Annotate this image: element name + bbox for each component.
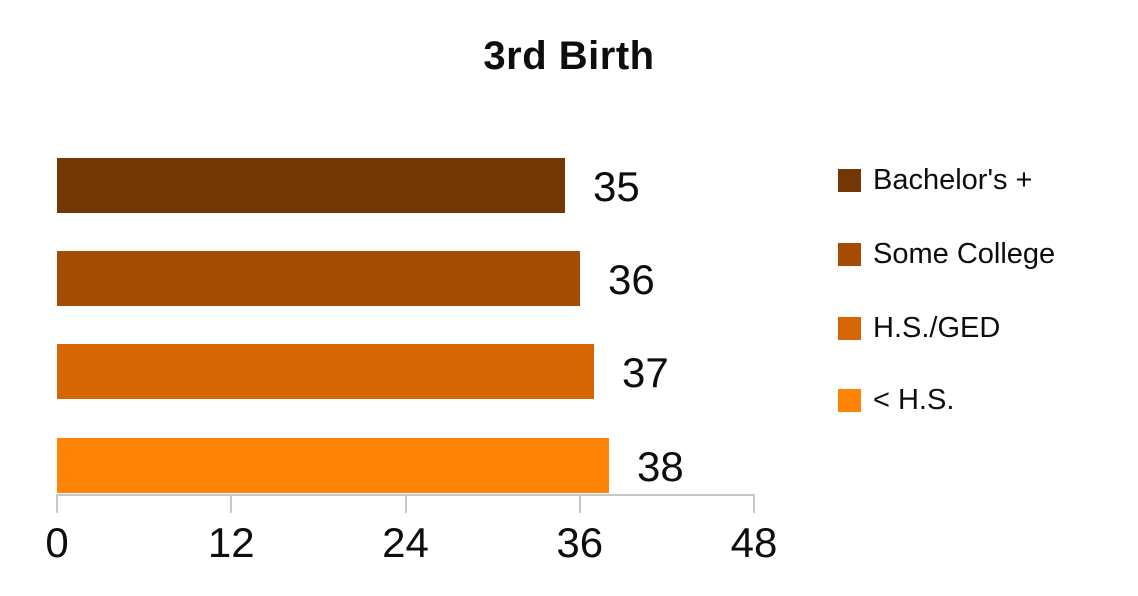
x-axis-tick xyxy=(230,494,233,513)
bar-value-label: 36 xyxy=(608,255,655,303)
bar-value-label: 37 xyxy=(622,348,669,396)
legend-swatch-icon xyxy=(838,243,861,266)
legend-item: H.S./GED xyxy=(838,312,1000,345)
legend-swatch-icon xyxy=(838,389,861,412)
bar-4 xyxy=(57,438,609,493)
bar-3 xyxy=(57,344,594,399)
x-axis-tick xyxy=(56,494,58,513)
legend-label: Bachelor's + xyxy=(873,164,1033,196)
x-axis-tick xyxy=(753,494,755,513)
legend-item: < H.S. xyxy=(838,384,954,417)
legend-item: Bachelor's + xyxy=(838,164,1033,197)
legend-swatch-icon xyxy=(838,317,861,340)
x-axis-tick xyxy=(404,494,407,513)
chart-title: 3rd Birth xyxy=(483,34,655,78)
x-axis-tick-label: 12 xyxy=(207,519,255,566)
x-axis-tick-label: 0 xyxy=(45,519,69,566)
x-axis-tick-label: 24 xyxy=(382,519,429,566)
legend-label: < H.S. xyxy=(873,384,955,416)
legend-label: Some College xyxy=(873,238,1056,270)
legend-swatch-icon xyxy=(838,169,861,192)
legend-item: Some College xyxy=(838,238,1055,271)
x-axis-tick xyxy=(578,494,581,513)
bar-value-label: 35 xyxy=(593,162,640,210)
bar-1 xyxy=(57,158,565,213)
bar-value-label: 38 xyxy=(637,442,684,490)
bar-2 xyxy=(57,251,580,306)
x-axis-tick-label: 48 xyxy=(730,519,778,566)
legend-label: H.S./GED xyxy=(873,312,1001,344)
x-axis-tick-label: 36 xyxy=(556,519,604,566)
